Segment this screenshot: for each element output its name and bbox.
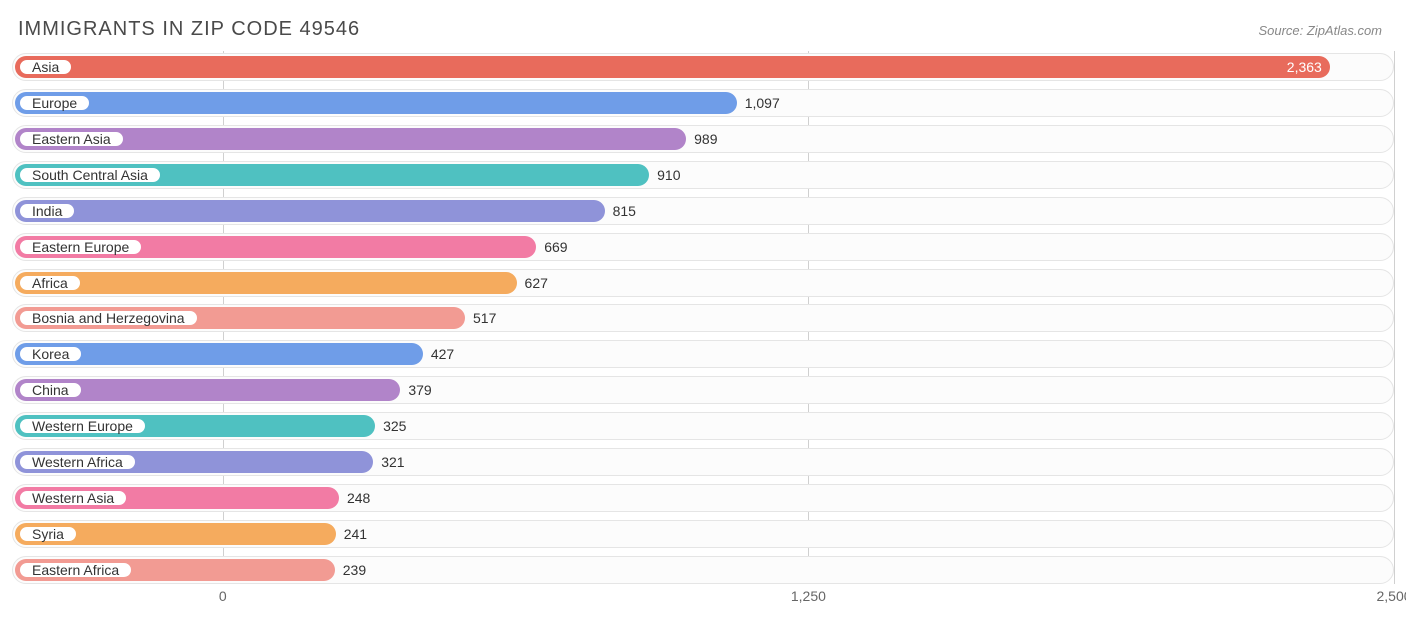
bar-fill [15, 272, 517, 294]
bar-value-label: 379 [400, 376, 439, 404]
bar-value-label: 321 [373, 448, 412, 476]
bar-category-pill: Western Europe [18, 417, 147, 435]
header: IMMIGRANTS IN ZIP CODE 49546 Source: Zip… [0, 0, 1406, 51]
bar-category-pill: Western Africa [18, 453, 137, 471]
bar-row: India 815 [12, 197, 1394, 225]
bar-row: Africa 627 [12, 269, 1394, 297]
axis-tick-label: 0 [219, 588, 227, 604]
bar-category-pill: Europe [18, 94, 91, 112]
bar-row: Eastern Asia 989 [12, 125, 1394, 153]
bar-row: Western Asia 248 [12, 484, 1394, 512]
chart-area: Asia 2,363 Europe 1,097 Eastern Asia 989 South… [12, 51, 1394, 606]
bar-category-pill: China [18, 381, 83, 399]
bar-row: Asia 2,363 [12, 53, 1394, 81]
bar-category-pill: Eastern Asia [18, 130, 125, 148]
bar-row: Eastern Africa 239 [12, 556, 1394, 584]
bar-category-pill: Syria [18, 525, 78, 543]
bar-category-pill: India [18, 202, 76, 220]
bar-row: China 379 [12, 376, 1394, 404]
bar-category-pill: Western Asia [18, 489, 128, 507]
bars-container: Asia 2,363 Europe 1,097 Eastern Asia 989 South… [12, 53, 1394, 584]
bar-category-pill: Africa [18, 274, 82, 292]
bar-fill [15, 92, 737, 114]
bar-value-label: 627 [517, 269, 556, 297]
bar-category-pill: Bosnia and Herzegovina [18, 309, 199, 327]
bar-value-label: 239 [335, 556, 374, 584]
bar-value-label: 815 [605, 197, 644, 225]
bar-value-label: 248 [339, 484, 378, 512]
bar-value-label: 989 [686, 125, 725, 153]
bar-category-pill: South Central Asia [18, 166, 162, 184]
bar-row: Western Africa 321 [12, 448, 1394, 476]
bar-value-label: 669 [536, 233, 575, 261]
bar-row: Western Europe 325 [12, 412, 1394, 440]
bar-category-pill: Korea [18, 345, 83, 363]
gridline [1394, 51, 1395, 584]
axis-tick-label: 1,250 [791, 588, 826, 604]
bar-row: Europe 1,097 [12, 89, 1394, 117]
bar-value-label: 2,363 [1279, 53, 1330, 81]
bar-category-pill: Eastern Africa [18, 561, 133, 579]
bar-value-label: 910 [649, 161, 688, 189]
bar-row: South Central Asia 910 [12, 161, 1394, 189]
bar-value-label: 517 [465, 304, 504, 332]
axis-tick-label: 2,500 [1376, 588, 1406, 604]
bar-row: Eastern Europe 669 [12, 233, 1394, 261]
chart-title: IMMIGRANTS IN ZIP CODE 49546 [18, 18, 360, 41]
bar-category-pill: Eastern Europe [18, 238, 143, 256]
bar-row: Syria 241 [12, 520, 1394, 548]
x-axis: 01,2502,500 [12, 584, 1394, 606]
bar-value-label: 427 [423, 340, 462, 368]
bar-fill [15, 200, 605, 222]
bar-row: Korea 427 [12, 340, 1394, 368]
bar-value-label: 1,097 [737, 89, 788, 117]
bar-value-label: 325 [375, 412, 414, 440]
chart-source: Source: ZipAtlas.com [1258, 23, 1382, 38]
bar-category-pill: Asia [18, 58, 73, 76]
bar-fill [15, 56, 1330, 78]
bar-value-label: 241 [336, 520, 375, 548]
bar-row: Bosnia and Herzegovina 517 [12, 304, 1394, 332]
